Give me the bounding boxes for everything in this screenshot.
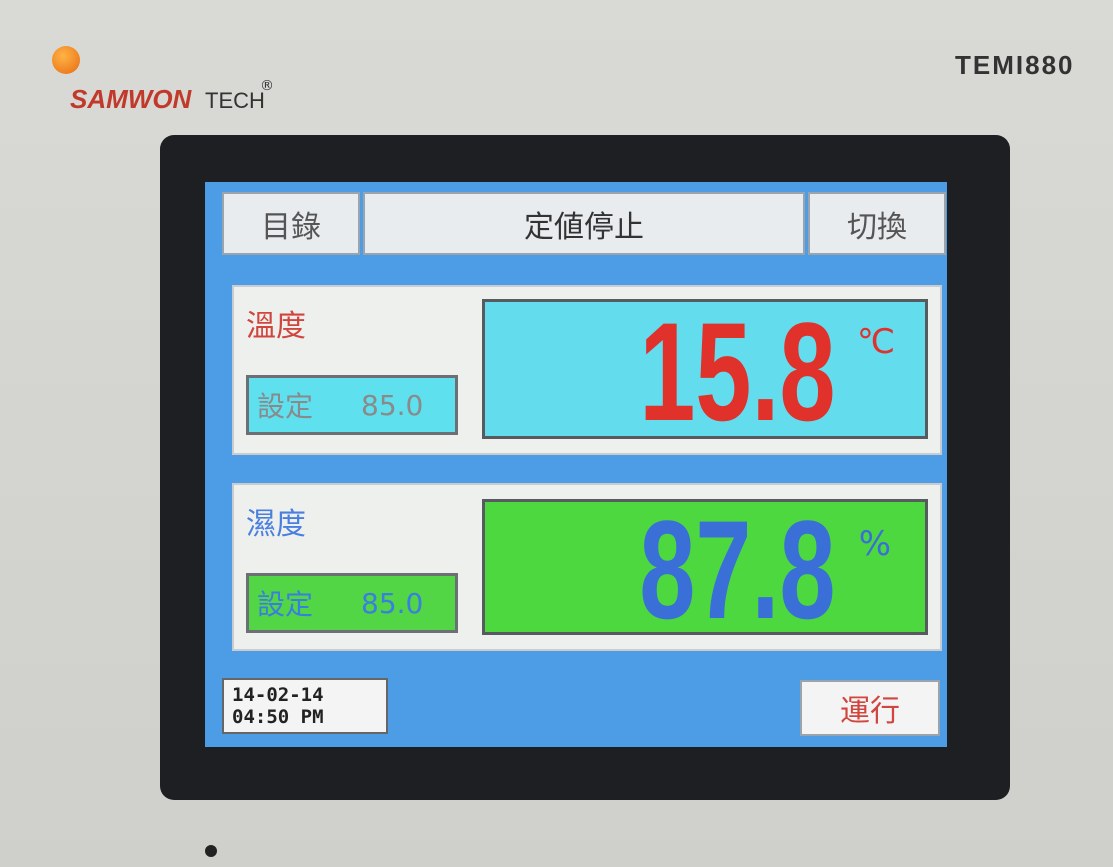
humidity-unit: % xyxy=(859,524,891,564)
switch-button[interactable]: 切換 xyxy=(808,192,946,255)
temperature-value: 15.8 xyxy=(639,302,835,442)
temperature-display: 15.8 ℃ xyxy=(482,299,928,439)
run-button[interactable]: 運行 xyxy=(800,680,940,736)
status-display: 定値停止 xyxy=(363,192,805,255)
date: 14-02-14 xyxy=(232,684,378,706)
screen: 目錄 定値停止 切換 溫度 設定 85.0 15.8 ℃ 濕度 設定 85.0 … xyxy=(205,182,947,747)
brand-mark: ® xyxy=(260,78,274,94)
logo-icon xyxy=(52,46,80,74)
temperature-setpoint[interactable]: 設定 85.0 xyxy=(246,375,458,435)
time: 04:50 PM xyxy=(232,706,378,728)
set-value: 85.0 xyxy=(361,389,423,422)
set-label: 設定 xyxy=(257,385,313,425)
temperature-panel: 溫度 設定 85.0 15.8 ℃ xyxy=(232,285,942,455)
page: SAMWON TECH ® TEMI880 目錄 定値停止 切換 溫度 設定 8… xyxy=(0,0,1113,867)
humidity-label: 濕度 xyxy=(246,499,306,543)
temperature-label: 溫度 xyxy=(246,301,306,345)
menu-button[interactable]: 目錄 xyxy=(222,192,360,255)
led xyxy=(205,845,217,857)
humidity-display: 87.8 % xyxy=(482,499,928,635)
humidity-value: 87.8 xyxy=(639,500,835,640)
model: TEMI880 xyxy=(955,50,1075,81)
brand-name: SAMWON xyxy=(70,84,191,115)
temperature-unit: ℃ xyxy=(857,322,895,362)
humidity-panel: 濕度 設定 85.0 87.8 % xyxy=(232,483,942,651)
set-label: 設定 xyxy=(257,583,313,623)
humidity-setpoint[interactable]: 設定 85.0 xyxy=(246,573,458,633)
brand-suffix: TECH xyxy=(205,88,265,114)
set-value: 85.0 xyxy=(361,587,423,620)
datetime: 14-02-14 04:50 PM xyxy=(222,678,388,734)
